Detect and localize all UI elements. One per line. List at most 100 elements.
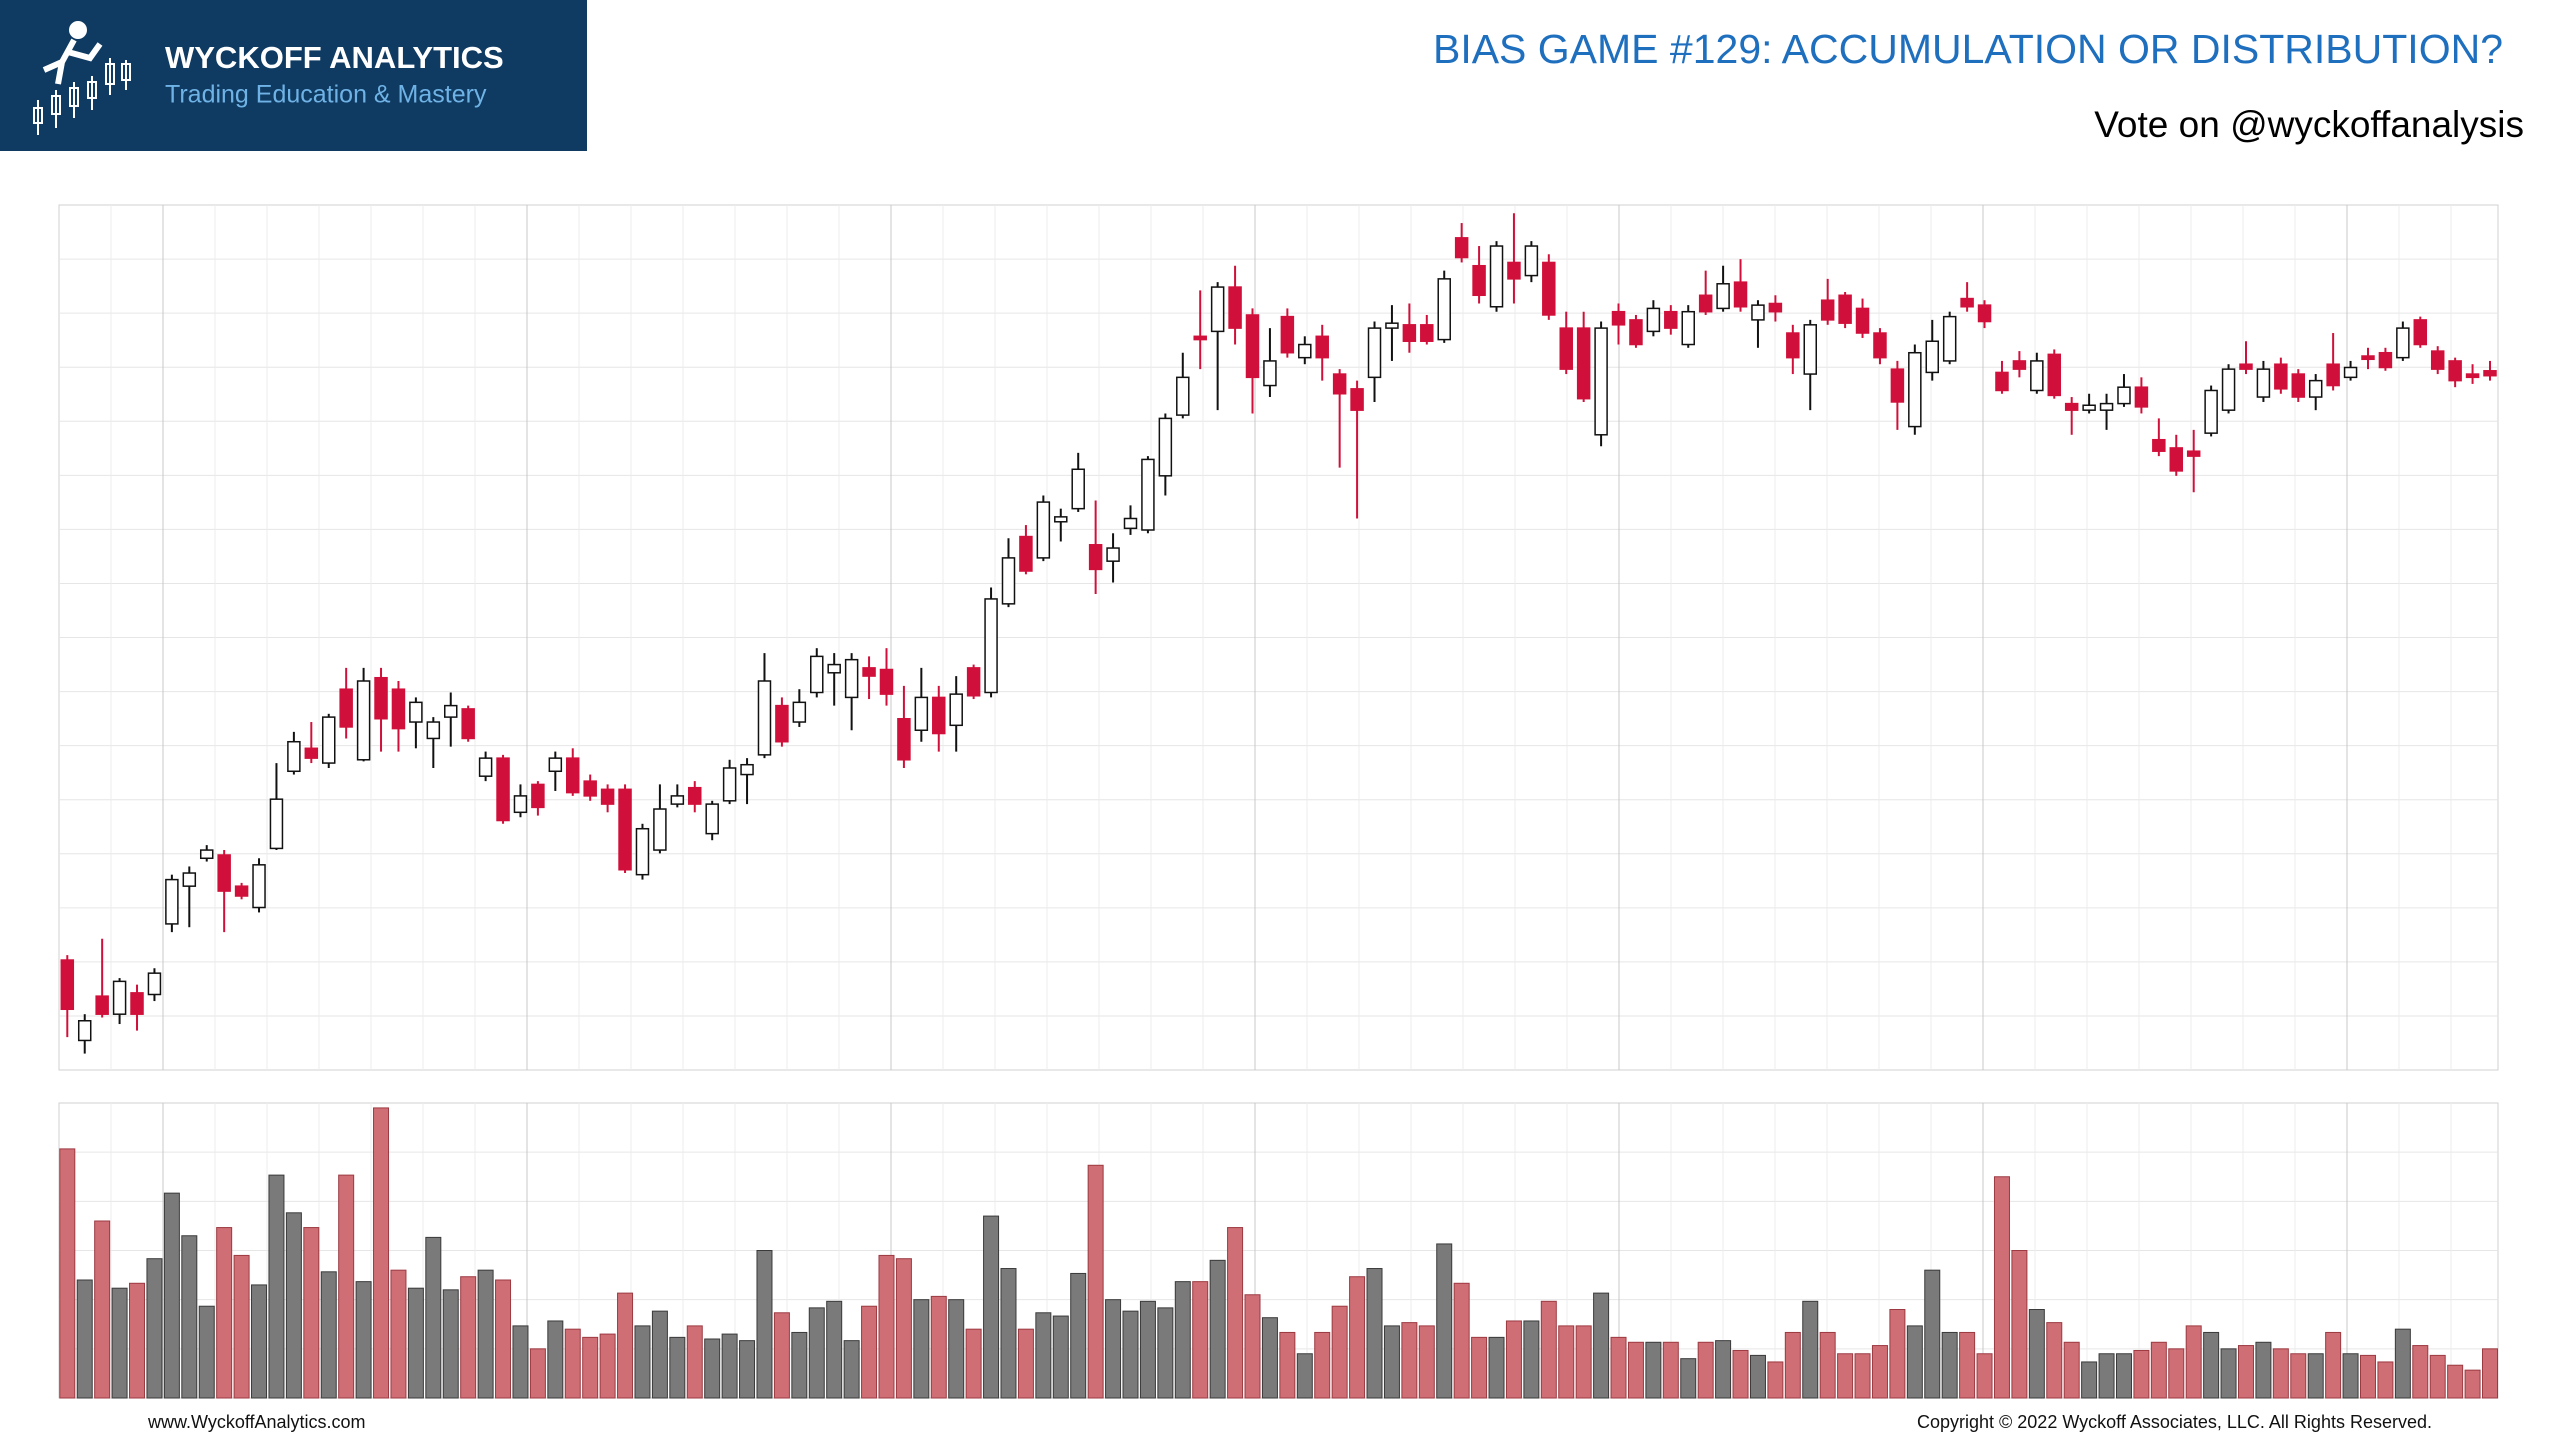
volume-bar: [512, 1325, 529, 1399]
candle-body: [2361, 355, 2375, 361]
volume-bar: [1366, 1268, 1383, 1399]
candle-body: [2396, 327, 2410, 359]
volume-bar: [599, 1333, 616, 1399]
candle-body: [1820, 299, 1835, 321]
candle-body: [2274, 363, 2288, 390]
candle-body: [566, 757, 580, 794]
candle-body: [548, 757, 563, 773]
volume-bar: [1627, 1341, 1644, 1399]
volume-bar: [1000, 1268, 1017, 1399]
candle-body: [1855, 307, 1870, 334]
volume-bar: [2150, 1341, 2167, 1399]
candle-body: [391, 688, 406, 730]
volume-bar: [2482, 1348, 2498, 1399]
candle-body: [722, 767, 737, 802]
volume-bar: [373, 1107, 390, 1399]
volume-bar: [146, 1258, 163, 1399]
volume-bar: [1889, 1309, 1906, 1399]
candle-body: [2291, 373, 2306, 398]
volume-bar: [338, 1174, 355, 1399]
candle-body: [2465, 373, 2480, 379]
volume-bar: [739, 1340, 756, 1399]
volume-bar: [2377, 1361, 2394, 1399]
candle-body: [1071, 468, 1085, 510]
candle-body: [1995, 371, 2009, 392]
logo-subtitle: Trading Education & Mastery: [165, 81, 487, 109]
volume-bar: [2081, 1361, 2098, 1399]
volume-bar: [1575, 1325, 1592, 1399]
volume-bar: [2412, 1345, 2429, 1399]
volume-bar: [1017, 1328, 1034, 1399]
volume-bar: [2168, 1348, 2185, 1399]
volume-bar: [216, 1227, 233, 1399]
candle-body: [2169, 447, 2184, 472]
volume-bar: [1349, 1276, 1366, 1399]
candle-body: [740, 763, 754, 776]
volume-bar: [1331, 1305, 1348, 1399]
volume-bar: [773, 1312, 790, 1399]
volume-bar: [2272, 1348, 2289, 1399]
candle-body: [426, 721, 441, 740]
candle-body: [1803, 324, 1817, 375]
candle-body: [2378, 351, 2393, 369]
candle-body: [1559, 327, 1573, 370]
candle-body: [217, 854, 231, 892]
volume-bar: [1993, 1176, 2010, 1399]
candle-body: [1472, 264, 1486, 297]
volume-bar: [1593, 1292, 1610, 1399]
volume-bar: [1610, 1336, 1627, 1399]
candle-body: [1890, 368, 1905, 403]
candle-body: [2186, 450, 2201, 457]
candle-body: [1716, 283, 1730, 310]
candle-body: [670, 795, 685, 805]
candle-body: [1036, 501, 1051, 559]
volume-bar: [1279, 1331, 1296, 1399]
candle-body: [147, 972, 162, 996]
volume-bar: [1261, 1317, 1278, 1399]
volume-bar: [303, 1227, 320, 1399]
candle-body: [2343, 366, 2358, 379]
volume-bar: [1122, 1310, 1139, 1399]
candle-body: [409, 701, 423, 723]
volume-bar: [1296, 1353, 1313, 1399]
volume-bar: [704, 1338, 721, 1399]
volume-bar: [1749, 1354, 1766, 1399]
volume-bar: [2063, 1341, 2080, 1399]
volume-bar: [2290, 1353, 2307, 1399]
candle-body: [2448, 360, 2462, 382]
candle-body: [1977, 304, 1992, 323]
volume-bar: [2133, 1349, 2150, 1399]
volume-bar: [1906, 1325, 1923, 1399]
volume-bar: [965, 1328, 982, 1399]
candle-body: [1141, 458, 1155, 531]
candle-body: [374, 676, 388, 720]
volume-bar: [1645, 1341, 1662, 1399]
candle-body: [1193, 335, 1207, 341]
volume-bar: [1209, 1259, 1226, 1399]
volume-bar: [861, 1305, 878, 1399]
candle-body: [60, 959, 75, 1011]
volume-bar: [2237, 1345, 2254, 1399]
volume-bar: [1383, 1325, 1400, 1399]
candle-body: [2047, 353, 2062, 397]
candle-body: [1402, 324, 1417, 342]
candle-body: [1245, 314, 1260, 379]
volume-bar: [1767, 1361, 1784, 1399]
candle-body: [1367, 327, 1382, 379]
candle-body: [705, 803, 719, 835]
candle-body: [1960, 297, 1974, 308]
candle-body: [618, 788, 632, 871]
candle-body: [1385, 322, 1399, 329]
candle-body: [513, 795, 528, 814]
candle-body: [112, 980, 127, 1015]
candle-body: [1576, 327, 1591, 400]
volume-bar: [1139, 1300, 1156, 1399]
candle-body: [757, 680, 772, 756]
volume-bar: [791, 1331, 808, 1399]
candle-body: [1001, 557, 1016, 605]
candle-body: [1646, 307, 1661, 333]
volume-bar: [1174, 1281, 1191, 1399]
volume-bar: [1227, 1227, 1244, 1399]
candle-body: [130, 992, 144, 1015]
candle-body: [2134, 386, 2149, 408]
